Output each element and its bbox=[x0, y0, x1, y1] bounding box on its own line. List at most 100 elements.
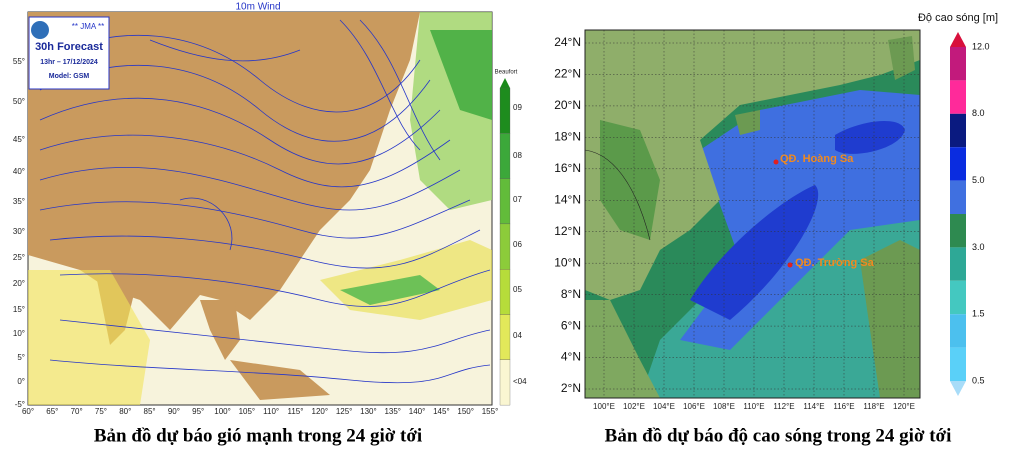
colorbar-segment bbox=[950, 314, 966, 348]
lat-label: 16°N bbox=[554, 161, 581, 175]
colorbar-segment bbox=[499, 359, 511, 406]
colorbar-arrow bbox=[500, 78, 510, 88]
land bbox=[230, 360, 330, 400]
lat-label: 40° bbox=[13, 167, 25, 176]
colorbar-label: 09 bbox=[513, 103, 522, 112]
colorbar-label: 08 bbox=[513, 151, 522, 160]
isobars bbox=[39, 19, 491, 384]
colorbar: 09 08 07 06 05 04 <04 bbox=[499, 87, 527, 406]
lon-label: 120° bbox=[312, 407, 329, 416]
lon-label: 80° bbox=[119, 407, 131, 416]
logo-agency: ** JMA ** bbox=[72, 22, 104, 31]
colorbar-label: <04 bbox=[513, 377, 527, 386]
colorbar-label: 3.0 bbox=[972, 242, 985, 252]
border bbox=[584, 149, 651, 241]
lon-label: 102°E bbox=[623, 402, 645, 411]
land bbox=[200, 300, 240, 360]
logo-icon bbox=[31, 21, 49, 39]
colorbar-label: 05 bbox=[513, 285, 522, 294]
colorbar-arrow bbox=[950, 381, 966, 396]
colorbar-segment bbox=[950, 214, 966, 248]
lon-label: 104°E bbox=[653, 402, 675, 411]
lon-label: 150° bbox=[457, 407, 474, 416]
lon-label: 112°E bbox=[773, 402, 794, 411]
logo-time: 13hr – 17/12/2024 bbox=[40, 59, 98, 66]
colorbar-segment bbox=[950, 113, 966, 148]
lon-label: 95° bbox=[192, 407, 204, 416]
lat-label: 55° bbox=[13, 57, 25, 66]
lon-label: 135° bbox=[384, 407, 401, 416]
land bbox=[28, 12, 420, 330]
land bbox=[860, 240, 920, 398]
lon-label: 115° bbox=[287, 407, 303, 416]
colorbar-label: 0.5 bbox=[972, 375, 985, 385]
colorbar-segment bbox=[499, 87, 511, 134]
lat-label: 20°N bbox=[554, 98, 581, 112]
lon-label: 85° bbox=[144, 407, 156, 416]
colorbar-segment bbox=[499, 178, 511, 225]
lat-label: 35° bbox=[13, 197, 25, 206]
lon-label: 60° bbox=[22, 407, 34, 416]
colorbar-label: 5.0 bbox=[972, 175, 985, 185]
wind-map: ** JMA ** 30h Forecast 13hr – 17/12/2024… bbox=[27, 2, 527, 446]
colorbar-title: Độ cao sóng [m] bbox=[918, 12, 998, 24]
colorbar-segment bbox=[950, 147, 966, 181]
place-marker bbox=[787, 262, 793, 268]
lon-label: 116°E bbox=[833, 402, 854, 411]
lat-label: 22°N bbox=[554, 67, 581, 81]
lon-label: 145° bbox=[433, 407, 450, 416]
colorbar-label: 1.5 bbox=[972, 309, 985, 319]
colorbar-segment bbox=[950, 180, 966, 214]
lat-label: 20° bbox=[13, 279, 25, 288]
colorbar-label: 07 bbox=[513, 195, 522, 204]
caption: Bản đồ dự báo độ cao sóng trong 24 giờ t… bbox=[605, 425, 952, 446]
colorbar-label: 12.0 bbox=[972, 41, 990, 51]
lat-label: 6°N bbox=[561, 318, 581, 332]
lon-label: 70° bbox=[71, 407, 83, 416]
lon-label: 100° bbox=[214, 407, 231, 416]
colorbar-label: 8.0 bbox=[972, 108, 985, 118]
colorbar-segment bbox=[950, 347, 966, 381]
lon-label: 125° bbox=[336, 407, 353, 416]
lat-label: 18°N bbox=[554, 130, 581, 144]
map-title: 10m Wind bbox=[235, 2, 280, 13]
lat-label: 5° bbox=[17, 353, 25, 362]
colorbar: 12.0 8.0 5.0 3.0 1.5 0.5 bbox=[950, 32, 990, 396]
land bbox=[600, 120, 660, 240]
lat-label: 0° bbox=[17, 377, 25, 386]
lon-label: 105° bbox=[239, 407, 256, 416]
wave-zone bbox=[690, 185, 819, 320]
lat-label: 25° bbox=[13, 253, 25, 262]
colorbar-label: 06 bbox=[513, 240, 522, 249]
lat-label: 15° bbox=[13, 305, 25, 314]
lon-label: 120°E bbox=[893, 402, 915, 411]
lat-label: 50° bbox=[13, 97, 25, 106]
place-label: QĐ. Trường Sa bbox=[795, 257, 875, 269]
lat-label: 45° bbox=[13, 135, 25, 144]
lon-label: 118°E bbox=[863, 402, 884, 411]
lon-label: 155° bbox=[482, 407, 499, 416]
lat-label: -5° bbox=[15, 400, 25, 409]
lon-label: 100°E bbox=[593, 402, 615, 411]
lon-label: 106°E bbox=[683, 402, 705, 411]
map-border bbox=[584, 29, 921, 399]
colorbar-label: 04 bbox=[513, 331, 522, 340]
lon-label: 130° bbox=[360, 407, 377, 416]
colorbar-segment bbox=[950, 247, 966, 281]
lat-label: 12°N bbox=[554, 224, 581, 238]
colorbar-segment bbox=[499, 133, 511, 179]
lon-label: 65° bbox=[46, 407, 58, 416]
lat-label: 14°N bbox=[554, 192, 581, 206]
place-label: QĐ. Hoàng Sa bbox=[780, 153, 854, 165]
lat-label: 2°N bbox=[561, 381, 581, 395]
lon-label: 114°E bbox=[803, 402, 824, 411]
colorbar-title: Beaufort bbox=[495, 70, 518, 76]
lat-label: 10°N bbox=[554, 255, 581, 269]
lat-label: 4°N bbox=[561, 350, 581, 364]
land bbox=[585, 30, 920, 300]
colorbar-segment bbox=[950, 280, 966, 315]
lon-label: 90° bbox=[168, 407, 180, 416]
lat-label: 8°N bbox=[561, 287, 581, 301]
colorbar-segment bbox=[950, 80, 966, 114]
